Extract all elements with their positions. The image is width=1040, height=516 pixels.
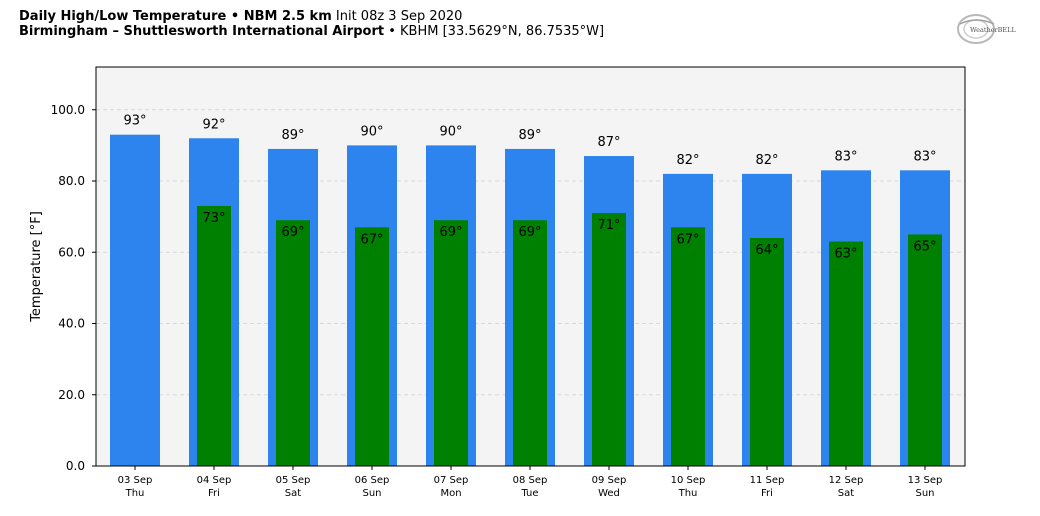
y-tick-label: 40.0 xyxy=(58,317,85,331)
x-tick-day: Tue xyxy=(520,488,538,499)
x-tick-day: Thu xyxy=(125,488,145,499)
high-temp-label: 93° xyxy=(123,114,146,129)
init-time: Init 08z 3 Sep 2020 xyxy=(335,9,463,24)
high-temp-bar xyxy=(110,134,160,466)
chart-title: Daily High/Low Temperature • NBM 2.5 km xyxy=(19,9,332,24)
high-temp-label: 92° xyxy=(202,117,225,132)
low-temp-bar xyxy=(908,234,942,466)
low-temp-label: 63° xyxy=(834,247,857,262)
low-temp-bar xyxy=(197,205,231,466)
x-tick-date: 13 Sep xyxy=(908,475,943,486)
high-temp-label: 89° xyxy=(281,128,304,143)
x-tick-date: 04 Sep xyxy=(197,475,232,486)
x-tick-date: 09 Sep xyxy=(592,475,627,486)
x-tick-day: Sat xyxy=(285,488,301,499)
low-temp-label: 67° xyxy=(360,232,383,247)
high-temp-label: 90° xyxy=(439,124,462,139)
chart-subtitle-line: Birmingham – Shuttlesworth International… xyxy=(19,24,604,39)
low-temp-bar xyxy=(671,227,705,466)
x-tick-day: Mon xyxy=(440,488,461,499)
x-tick-day: Sun xyxy=(915,488,934,499)
data-labels: 93° 92° 73° 89° 69° 90° 67° 90° 69° 89° 69° 87° 71° 8… xyxy=(123,114,936,262)
high-temp-label: 82° xyxy=(755,153,778,168)
x-tick-day: Sun xyxy=(362,488,381,499)
high-temp-label: 83° xyxy=(834,149,857,164)
high-temp-label: 87° xyxy=(597,135,620,150)
station-coordinates: • KBHM [33.5629°N, 86.7535°W] xyxy=(388,24,605,39)
high-temp-label: 89° xyxy=(518,128,541,143)
low-temp-label: 65° xyxy=(913,239,936,254)
x-tick-date: 10 Sep xyxy=(671,475,706,486)
y-tick-label: 80.0 xyxy=(58,174,85,188)
high-temp-label: 90° xyxy=(360,124,383,139)
low-temperature-bars xyxy=(197,205,942,466)
low-temp-label: 69° xyxy=(281,225,304,240)
station-name: Birmingham – Shuttlesworth International… xyxy=(19,24,385,39)
x-tick-date: 03 Sep xyxy=(118,475,153,486)
y-tick-label: 0.0 xyxy=(66,459,85,473)
high-temp-label: 83° xyxy=(913,149,936,164)
x-tick-date: 11 Sep xyxy=(750,475,785,486)
low-temp-label: 73° xyxy=(202,211,225,226)
x-tick-date: 12 Sep xyxy=(829,475,864,486)
low-temp-bar xyxy=(276,220,310,466)
low-temp-bar xyxy=(434,220,468,466)
low-temp-bar xyxy=(829,241,863,466)
logo-mark: WeatherBELL xyxy=(957,14,1016,44)
chart-header: Daily High/Low Temperature • NBM 2.5 km … xyxy=(19,9,604,39)
high-temp-label: 82° xyxy=(676,153,699,168)
x-tick-date: 07 Sep xyxy=(434,475,469,486)
low-temp-label: 71° xyxy=(597,218,620,233)
x-tick-day: Wed xyxy=(598,488,620,499)
x-tick-date: 06 Sep xyxy=(355,475,390,486)
low-temp-bar xyxy=(513,220,547,466)
logo-text: WeatherBELL xyxy=(970,26,1016,34)
x-tick-day: Fri xyxy=(208,488,220,499)
chart-title-line: Daily High/Low Temperature • NBM 2.5 km … xyxy=(19,9,604,24)
x-axis: 03 Sep Thu 04 Sep Fri 05 Sep Sat 06 Sep Sun 07 S… xyxy=(118,466,943,499)
x-tick-day: Fri xyxy=(761,488,773,499)
weatherbell-logo: WeatherBELL xyxy=(956,12,1018,46)
x-tick-date: 05 Sep xyxy=(276,475,311,486)
low-temp-label: 67° xyxy=(676,232,699,247)
y-axis-label: Temperature [°F] xyxy=(29,211,44,323)
low-temp-label: 69° xyxy=(518,225,541,240)
x-tick-date: 08 Sep xyxy=(513,475,548,486)
y-tick-label: 60.0 xyxy=(58,245,85,259)
y-tick-label: 100.0 xyxy=(51,103,85,117)
low-temp-bar xyxy=(592,213,626,466)
y-tick-label: 20.0 xyxy=(58,388,85,402)
low-temp-label: 69° xyxy=(439,225,462,240)
low-temp-bar xyxy=(355,227,389,466)
low-temp-label: 64° xyxy=(755,243,778,258)
y-axis: 0.0 20.0 40.0 60.0 80.0 100.0 xyxy=(51,103,96,473)
x-tick-day: Sat xyxy=(838,488,854,499)
low-temp-bar xyxy=(750,238,784,466)
x-tick-day: Thu xyxy=(678,488,698,499)
